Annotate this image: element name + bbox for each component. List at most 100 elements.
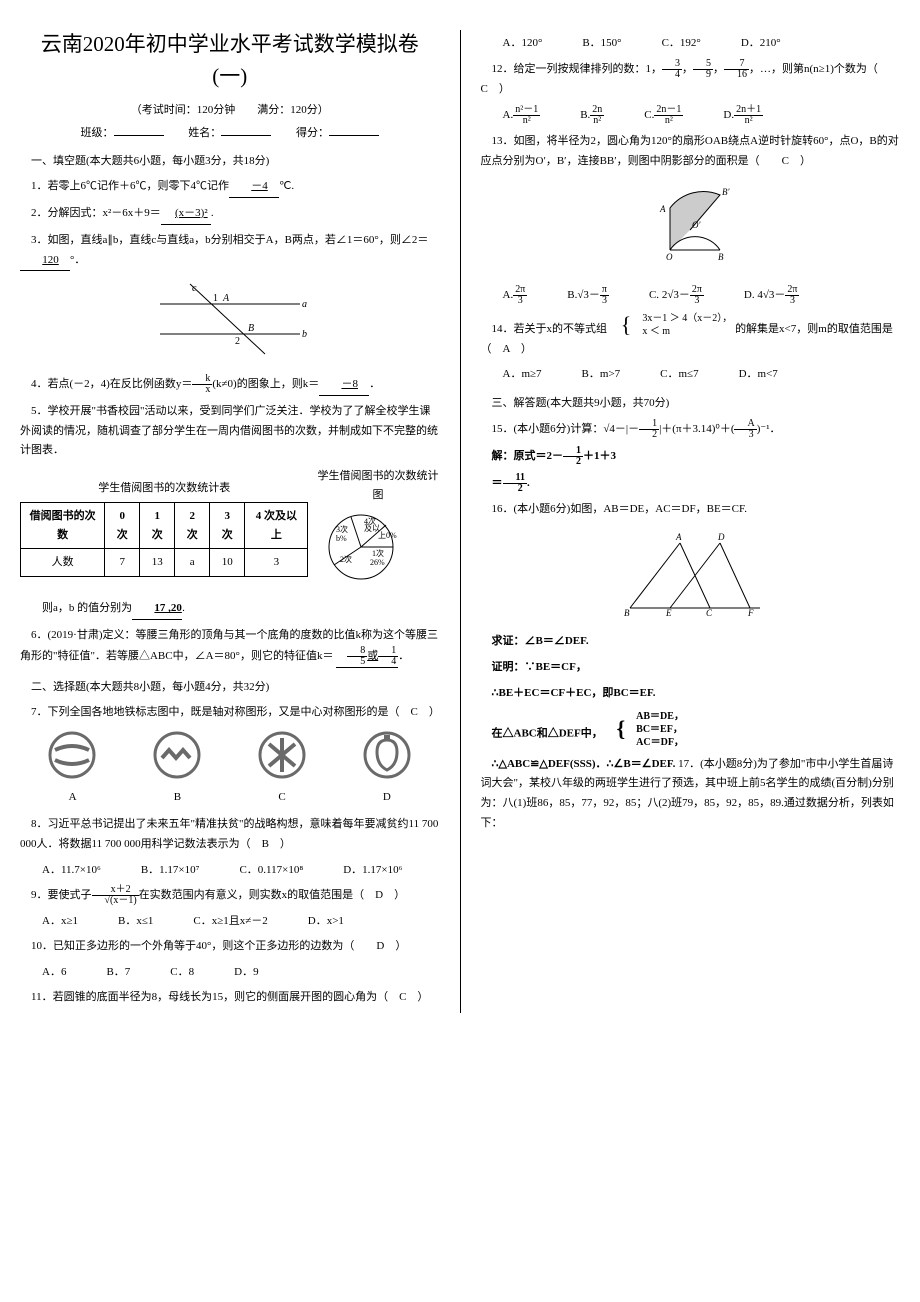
q5-caption-left: 学生借阅图书的次数统计表 xyxy=(20,479,308,498)
q14-system: { 3x－1 ＞ 4（x－2）， x ＜ m xyxy=(610,312,733,338)
section-1: 一、填空题(本大题共6小题，每小题3分，共18分) xyxy=(20,152,440,171)
q1-text: 1．若零上6℃记作＋6℃，则零下4℃记作 xyxy=(31,180,229,192)
q12-opt-b: B.2nn² xyxy=(580,105,604,126)
q7-label-a: A xyxy=(69,788,77,807)
q5: 5．学校开展"书香校园"活动以来，受到同学们广泛关注．学校为了了解全校学生课外阅… xyxy=(20,402,440,461)
q1: 1．若零上6℃记作＋6℃，则零下4℃记作－4℃. xyxy=(20,177,440,198)
q11-part1: 11．若圆锥的底面半径为8，母线长为15，则它的侧面展开图的圆心角为（ C ） xyxy=(20,988,440,1008)
section-2: 二、选择题(本大题共8小题，每小题4分，共32分) xyxy=(20,678,440,697)
q9: 9．要使式子x＋2√(x－1)在实数范围内有意义，则实数x的取值范围是（ D ） xyxy=(20,885,440,906)
q16-system: { AB＝DE， BC＝EF， AC＝DF， xyxy=(605,710,683,749)
q16-proof: 证明：∵BE＝CF， xyxy=(481,658,901,678)
svg-text:26%: 26% xyxy=(370,558,385,567)
q8: 8．习近平总书记提出了未来五年"精准扶贫"的战略构想，意味着每年要减贫约11 7… xyxy=(20,815,440,855)
q8-opt-a: A．11.7×10⁶ xyxy=(42,861,101,880)
left-column: 云南2020年初中学业水平考试数学模拟卷 (一) （考试时间：120分钟 满分：… xyxy=(20,30,440,1013)
svg-text:B': B' xyxy=(722,187,730,197)
q5-charts-row: 学生借阅图书的次数统计表 借阅图书的次数 0 次 1 次 2 次 3 次 4 次… xyxy=(20,467,440,593)
svg-text:1次: 1次 xyxy=(372,548,384,558)
name-label: 姓名： xyxy=(188,127,221,139)
q12-opts: A.n²－1n² B.2nn² C.2n－1n² D.2n＋1n² xyxy=(503,105,901,126)
q9-post: 在实数范围内有意义，则实数x的取值范围是（ D ） xyxy=(139,889,405,901)
q5-pie-block: 学生借阅图书的次数统计图 4次 及以 上0% 3次 b% 2次 1次 26% xyxy=(316,467,439,593)
q16-p2: ∴BE＋EC＝CF＋EC，即BC＝EF. xyxy=(481,684,901,704)
q16-diagram: A D B E C F xyxy=(481,528,901,625)
q15: 15．(本小题6分)计算：√4－|－12|＋(π＋3.14)⁰＋(A3)⁻¹． xyxy=(481,419,901,440)
svg-text:1: 1 xyxy=(213,293,218,304)
q4-period: ． xyxy=(369,378,380,390)
q13: 13．如图，将半径为2，圆心角为120°的扇形OAB绕点A逆时针旋转60°，点O… xyxy=(481,132,901,172)
svg-text:B: B xyxy=(624,608,630,618)
q5-concl-post: . xyxy=(182,602,185,614)
q9-d: √(x－1) xyxy=(92,896,139,906)
q10-opt-a: A．6 xyxy=(42,963,66,982)
q12-opt-a: A.n²－1n² xyxy=(503,105,541,126)
q14: 14．若关于x的不等式组 { 3x－1 ＞ 4（x－2）， x ＜ m 的解集是… xyxy=(481,312,901,360)
q1-ans: －4 xyxy=(229,177,279,198)
svg-text:b: b xyxy=(302,329,307,340)
q9-opt-a: A．x≥1 xyxy=(42,912,78,931)
q2: 2．分解因式：x²－6x＋9＝(x－3)². xyxy=(20,204,440,225)
q10-opt-d: D．9 xyxy=(234,963,258,982)
q5-r-0: 7 xyxy=(105,549,140,577)
q2-period: . xyxy=(211,207,214,219)
q5-r-2: a xyxy=(175,549,210,577)
q2-text: 2．分解因式：x²－6x＋9＝ xyxy=(31,207,161,219)
class-blank xyxy=(114,135,164,136)
q14-opt-d: D．m<7 xyxy=(739,365,778,384)
svg-text:2: 2 xyxy=(235,336,240,347)
exam-info: （考试时间：120分钟 满分：120分） xyxy=(20,101,440,120)
q13-opts: A.2π3 B.√3－π3 C. 2√3－2π3 D. 4√3－2π3 xyxy=(503,285,901,306)
page-container: 云南2020年初中学业水平考试数学模拟卷 (一) （考试时间：120分钟 满分：… xyxy=(20,30,900,1013)
q12-opt-d: D.2n＋1n² xyxy=(723,105,763,126)
q10: 10．已知正多边形的一个外角等于40°，则这个正多边形的边数为（ D ） xyxy=(20,937,440,957)
logo-d xyxy=(362,730,412,780)
q7-labels: A B C D xyxy=(20,788,440,807)
section-3: 三、解答题(本大题共9小题，共70分) xyxy=(481,394,901,413)
q5-table: 借阅图书的次数 0 次 1 次 2 次 3 次 4 次及以上 人数 7 13 a… xyxy=(20,502,308,577)
q7-logos xyxy=(20,730,440,780)
column-divider xyxy=(460,30,461,1013)
q4: 4．若点(－2，4)在反比例函数y＝kx(k≠0)的图象上，则k＝－8． xyxy=(20,374,440,396)
q15-sol2: ＝112. xyxy=(481,473,901,494)
q9-opt-d: D．x>1 xyxy=(308,912,344,931)
q12-opt-c: C.2n－1n² xyxy=(644,105,683,126)
q13-opt-c: C. 2√3－2π3 xyxy=(649,285,704,306)
svg-text:C: C xyxy=(706,608,713,618)
svg-text:O: O xyxy=(666,252,673,262)
q14-opts: A．m≥7 B．m>7 C．m≤7 D．m<7 xyxy=(503,365,901,384)
q10-opt-b: B．7 xyxy=(106,963,130,982)
q11-opts: A．120° B．150° C．192° D．210° xyxy=(503,34,901,53)
q9-opt-b: B．x≤1 xyxy=(118,912,153,931)
q16-proof-label: 证明： xyxy=(492,661,525,673)
q5-pie-chart: 4次 及以 上0% 3次 b% 2次 1次 26% xyxy=(316,507,406,587)
q3-diagram: c 1 A a 2 B b xyxy=(20,279,440,366)
logo-a xyxy=(47,730,97,780)
class-label: 班级： xyxy=(81,127,114,139)
q7-label-c: C xyxy=(278,788,285,807)
svg-text:A: A xyxy=(675,532,682,542)
q13-opt-b: B.√3－π3 xyxy=(567,285,609,306)
q8-opt-b: B．1.17×10⁷ xyxy=(141,861,200,880)
svg-text:b%: b% xyxy=(336,534,347,543)
q4-frac-d: x xyxy=(192,385,212,395)
q5-table-block: 学生借阅图书的次数统计表 借阅图书的次数 0 次 1 次 2 次 3 次 4 次… xyxy=(20,479,308,581)
q12: 12．给定一列按规律排列的数：1，34，59，716，…，则第n(n≥1)个数为… xyxy=(481,59,901,100)
svg-text:3次: 3次 xyxy=(336,524,348,534)
q8-opts: A．11.7×10⁶ B．1.17×10⁷ C．0.117×10⁸ D．1.17… xyxy=(42,861,440,880)
svg-text:D: D xyxy=(717,532,725,542)
q13-opt-a: A.2π3 xyxy=(503,285,528,306)
title-line1: 云南2020年初中学业水平考试数学模拟卷 xyxy=(20,30,440,59)
q9-opts: A．x≥1 B．x≤1 C．x≥1且x≠－2 D．x>1 xyxy=(42,912,440,931)
svg-text:2次: 2次 xyxy=(340,554,352,564)
q11-opt-c: C．192° xyxy=(662,34,701,53)
q7-label-b: B xyxy=(174,788,181,807)
svg-text:c: c xyxy=(192,283,197,294)
q2-ans: (x－3)² xyxy=(161,204,211,225)
svg-text:F: F xyxy=(747,608,754,618)
q4-ans: －8 xyxy=(319,375,369,396)
q11-opt-a: A．120° xyxy=(503,34,543,53)
q5-th-label: 借阅图书的次数 xyxy=(21,503,105,549)
q15-post: )⁻¹． xyxy=(757,423,781,435)
svg-text:上0%: 上0% xyxy=(378,531,397,540)
